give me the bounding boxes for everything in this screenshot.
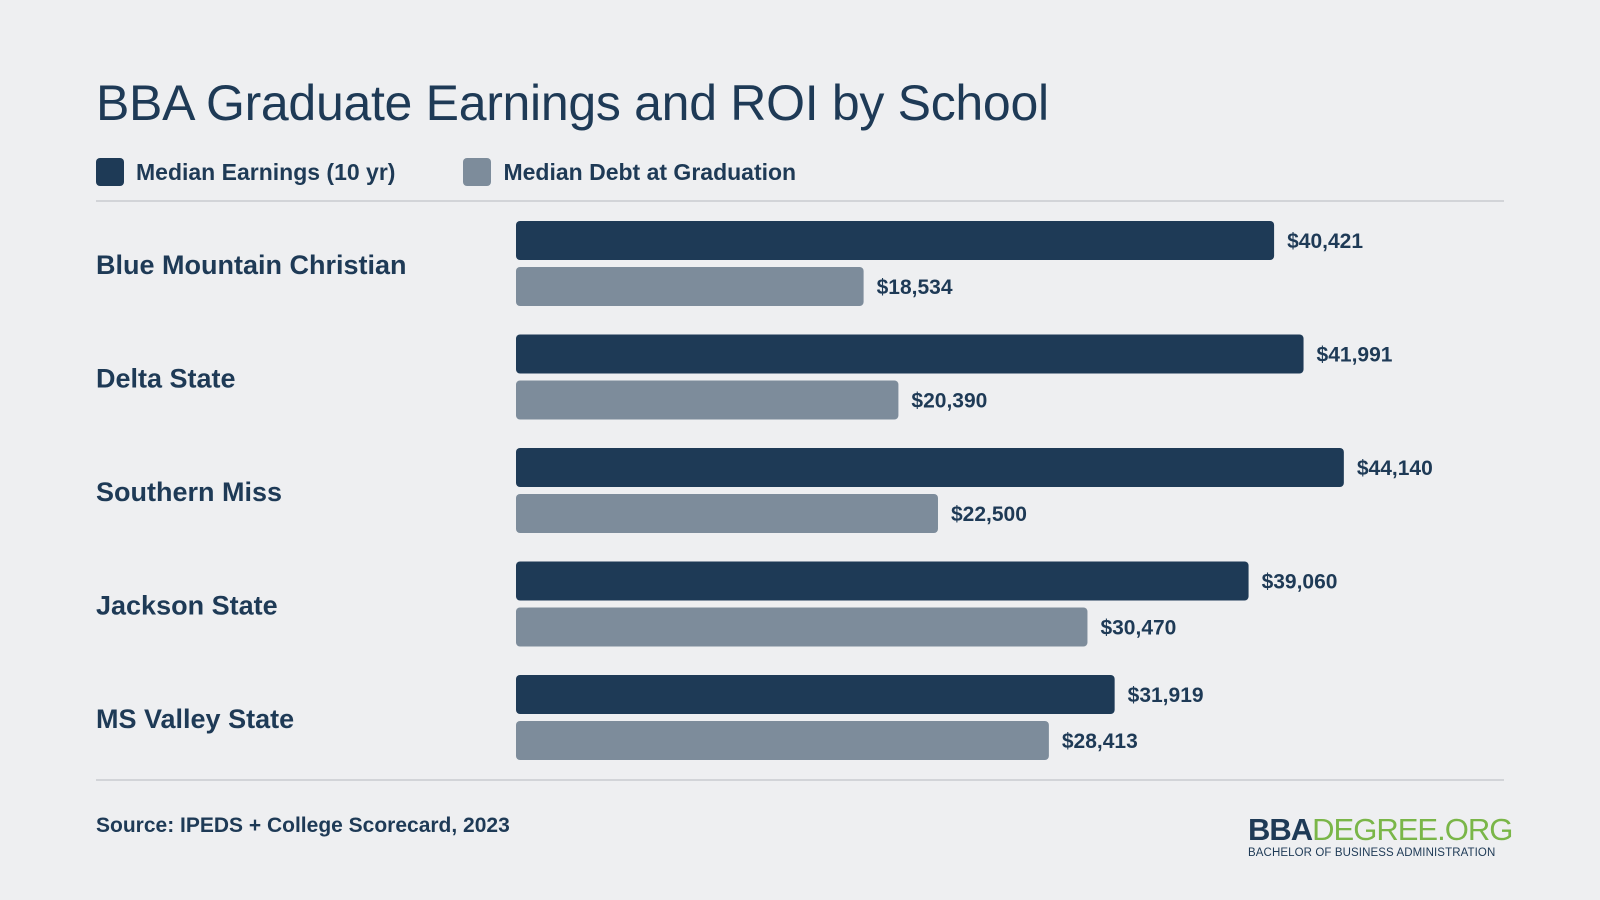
debt-value-label: $22,500 bbox=[951, 503, 1027, 526]
debt-value-label: $18,534 bbox=[877, 276, 953, 299]
debt-bar bbox=[516, 607, 1088, 647]
debt-value-label: $30,470 bbox=[1100, 617, 1176, 640]
earnings-value-label: $39,060 bbox=[1262, 571, 1338, 594]
category-label: Delta State bbox=[96, 364, 236, 394]
chart-title: BBA Graduate Earnings and ROI by School bbox=[96, 75, 1049, 131]
legend: Median Earnings (10 yr) Median Debt at G… bbox=[96, 158, 864, 186]
category-label: MS Valley State bbox=[96, 704, 294, 734]
category-label: Southern Miss bbox=[96, 477, 282, 507]
earnings-value-label: $44,140 bbox=[1357, 457, 1433, 480]
legend-swatch-earnings bbox=[96, 158, 124, 186]
logo-degree-text: DEGREE.ORG bbox=[1312, 812, 1513, 847]
debt-value-label: $28,413 bbox=[1062, 730, 1138, 753]
debt-bar bbox=[516, 721, 1049, 760]
top-divider bbox=[96, 200, 1504, 202]
logo-wordmark: BBADEGREE.ORG bbox=[1248, 812, 1513, 847]
debt-bar bbox=[516, 380, 899, 420]
debt-bar bbox=[516, 494, 938, 533]
brand-logo[interactable]: BBADEGREE.ORG BACHELOR OF BUSINESS ADMIN… bbox=[1248, 812, 1513, 860]
earnings-value-label: $40,421 bbox=[1287, 230, 1363, 253]
legend-label-debt: Median Debt at Graduation bbox=[503, 158, 797, 185]
earnings-value-label: $41,991 bbox=[1317, 344, 1393, 367]
logo-tagline: BACHELOR OF BUSINESS ADMINISTRATION bbox=[1248, 847, 1496, 859]
bottom-divider bbox=[96, 779, 1504, 781]
earnings-value-label: $31,919 bbox=[1128, 684, 1204, 707]
legend-item-earnings: Median Earnings (10 yr) bbox=[96, 158, 395, 186]
logo-bba-text: BBA bbox=[1248, 812, 1313, 847]
category-label: Blue Mountain Christian bbox=[96, 250, 407, 280]
legend-item-debt: Median Debt at Graduation bbox=[463, 158, 796, 186]
earnings-bar bbox=[516, 334, 1304, 374]
earnings-bar bbox=[516, 561, 1249, 601]
debt-bar bbox=[516, 267, 864, 306]
debt-value-label: $20,390 bbox=[911, 390, 987, 413]
category-label: Jackson State bbox=[96, 591, 278, 621]
legend-label-earnings: Median Earnings (10 yr) bbox=[136, 158, 396, 185]
legend-swatch-debt bbox=[463, 158, 492, 186]
earnings-bar bbox=[516, 448, 1344, 487]
earnings-bar bbox=[516, 675, 1115, 714]
source-note: Source: IPEDS + College Scorecard, 2023 bbox=[96, 814, 510, 837]
earnings-bar bbox=[516, 221, 1275, 260]
